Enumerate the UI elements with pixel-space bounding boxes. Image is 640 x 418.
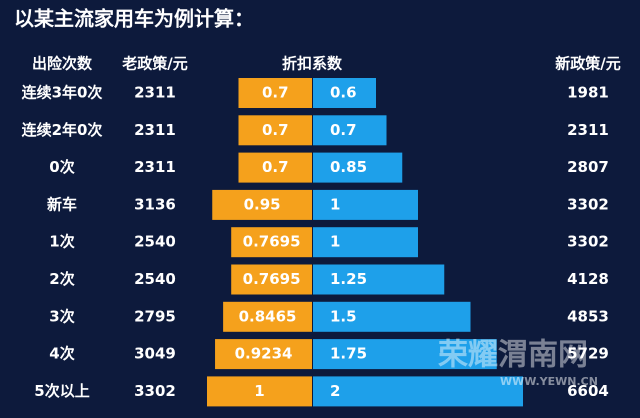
old-coef-label: 0.8465 — [239, 307, 297, 325]
new-coef-label: 2 — [330, 382, 340, 400]
new-coef-label: 0.6 — [330, 84, 357, 102]
old-coef-label: 0.7 — [262, 121, 289, 139]
watermark: 荣耀渭南网 — [438, 338, 588, 373]
old-coef-label: 0.7695 — [243, 233, 301, 251]
new-premium: 4853 — [567, 307, 609, 325]
new-coef-bar — [313, 189, 418, 220]
new-coef-bar — [313, 78, 376, 108]
old-premium: 3049 — [134, 345, 176, 363]
new-coef-bar — [313, 152, 403, 183]
old-coef-bar — [231, 227, 312, 258]
new-coef-bar — [313, 339, 497, 370]
old-coef-label: 0.95 — [244, 195, 281, 213]
old-premium: 2311 — [134, 84, 176, 102]
old-coef-bar — [207, 376, 312, 407]
category-label: 3次 — [49, 307, 74, 325]
category-label: 0次 — [49, 158, 74, 176]
category-label: 1次 — [49, 233, 74, 251]
old-premium: 2311 — [134, 158, 176, 176]
old-premium: 2311 — [134, 121, 176, 139]
new-coef-bar — [313, 376, 523, 407]
new-premium: 1981 — [567, 84, 609, 102]
old-premium: 2540 — [134, 233, 176, 251]
new-coef-label: 1 — [330, 233, 340, 251]
new-coef-bar — [313, 115, 387, 146]
old-coef-bar — [212, 189, 312, 220]
old-coef-bar — [238, 115, 312, 146]
chart-title: 以某主流家用车为例计算： — [14, 7, 254, 31]
header: 出险次数 — [32, 55, 93, 73]
new-coef-label: 0.85 — [330, 158, 367, 176]
new-coef-bar — [313, 301, 471, 332]
old-premium: 3136 — [134, 195, 176, 213]
new-coef-label: 1 — [330, 195, 340, 213]
new-coef-bar — [313, 227, 418, 258]
old-coef-label: 1 — [254, 382, 264, 400]
old-coef-bar — [223, 301, 312, 332]
new-coef-label: 0.7 — [330, 121, 357, 139]
new-premium: 4128 — [567, 270, 609, 288]
category-label: 连续2年0次 — [22, 121, 103, 139]
new-coef-bar — [313, 264, 445, 295]
category-label: 4次 — [49, 345, 74, 363]
new-coef-label: 1.5 — [330, 307, 357, 325]
old-coef-label: 0.7 — [262, 158, 289, 176]
new-coef-label: 1.25 — [330, 270, 367, 288]
new-premium: 3302 — [567, 233, 609, 251]
old-premium: 2795 — [134, 307, 176, 325]
watermark: WWW.YEWN.CN — [500, 375, 598, 388]
category-label: 新车 — [47, 195, 77, 213]
category-label: 2次 — [49, 270, 74, 288]
new-coef-label: 1.75 — [330, 345, 367, 363]
new-premium: 2311 — [567, 121, 609, 139]
old-coef-bar — [238, 152, 312, 183]
new-premium: 6604 — [567, 382, 609, 400]
header: 新政策/元 — [555, 55, 620, 73]
header: 老政策/元 — [121, 55, 187, 73]
old-coef-bar — [231, 264, 312, 295]
old-premium: 2540 — [134, 270, 176, 288]
category-label: 连续3年0次 — [22, 84, 103, 102]
header: 折扣系数 — [282, 55, 343, 73]
old-coef-label: 0.9234 — [235, 345, 293, 363]
old-coef-label: 0.7695 — [243, 270, 301, 288]
new-premium: 2807 — [567, 158, 609, 176]
old-premium: 3302 — [134, 382, 176, 400]
new-premium: 5729 — [567, 345, 609, 363]
new-premium: 3302 — [567, 195, 609, 213]
old-coef-bar — [238, 78, 312, 108]
old-coef-label: 0.7 — [262, 84, 289, 102]
old-coef-bar — [215, 339, 312, 370]
category-label: 5次以上 — [34, 382, 89, 400]
